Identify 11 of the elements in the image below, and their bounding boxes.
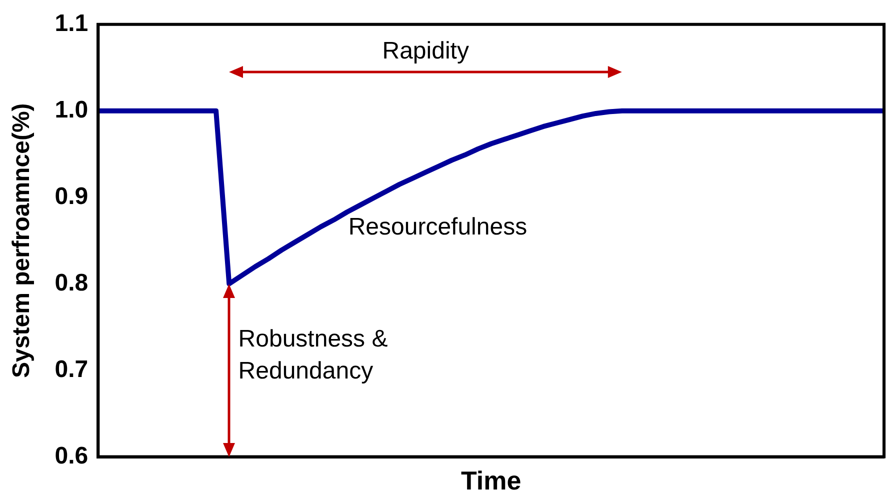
y-axis-title: System perfroamnce(%) xyxy=(8,103,36,378)
annotation: Rapidity xyxy=(382,38,469,65)
y-tick-label: 0.9 xyxy=(54,182,88,210)
x-axis-title: Time xyxy=(460,466,522,496)
annotation: Resourcefulness xyxy=(348,213,528,240)
annotation: Robustness & Redundancy xyxy=(238,326,388,385)
y-tick-label: 1.0 xyxy=(54,96,88,124)
y-tick-label: 0.8 xyxy=(54,269,88,296)
y-tick-label: 0.7 xyxy=(54,356,88,383)
y-tick-label: 1.1 xyxy=(54,10,88,38)
y-tick-label: 0.6 xyxy=(54,442,88,470)
